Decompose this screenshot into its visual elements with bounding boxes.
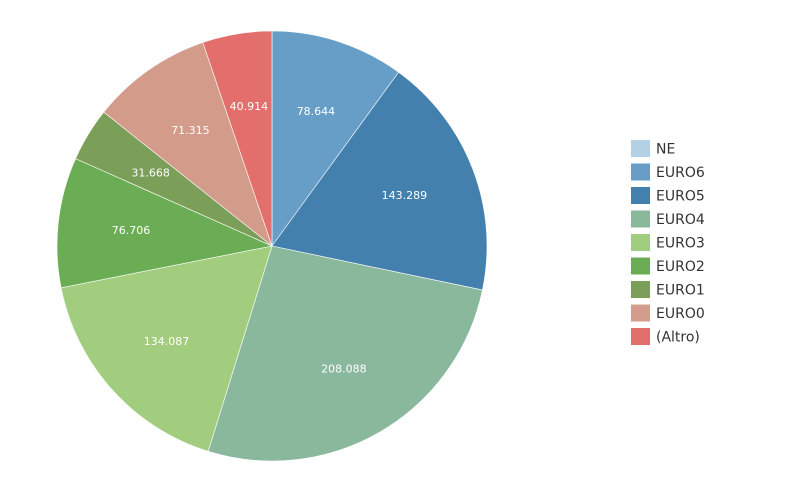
pie-slice-euro5 <box>271 71 488 291</box>
legend-item-euro4[interactable]: EURO4 <box>631 210 705 229</box>
legend-item-euro1[interactable]: EURO1 <box>631 281 705 299</box>
slice-value-label-euro2: 76.706 <box>112 224 151 237</box>
legend-swatch-euro1 <box>631 281 650 298</box>
legend-label-euro3: EURO3 <box>656 236 705 252</box>
slice-value-label-euro3: 134.087 <box>144 335 190 348</box>
pie-slice-altro <box>202 30 273 247</box>
legend-swatch-ne <box>631 140 650 157</box>
legend-swatch-euro2 <box>631 257 650 275</box>
pie-slice-euro3 <box>60 245 273 452</box>
legend-item-ne[interactable]: NE <box>631 140 675 158</box>
legend-swatch-euro5 <box>631 187 650 204</box>
pie-value-labels: 78.644 143.289 208.088 134.087 76.706 31.668 7… <box>112 100 427 375</box>
slice-value-label-euro0: 71.315 <box>171 124 210 137</box>
legend-label-euro0: EURO0 <box>656 306 705 322</box>
legend: NE EURO6 EURO5 EURO4 EURO3 EURO2 EURO1 EURO0 (Al… <box>631 140 705 346</box>
pie-slice-euro4 <box>207 245 483 462</box>
legend-swatch-altro <box>631 328 650 345</box>
legend-item-euro6[interactable]: EURO6 <box>631 163 705 182</box>
pie-slice-euro0 <box>103 42 273 247</box>
legend-item-altro[interactable]: (Altro) <box>631 328 700 346</box>
legend-label-euro2: EURO2 <box>656 259 705 275</box>
slice-value-label-euro6: 78.644 <box>297 105 336 118</box>
legend-label-euro1: EURO1 <box>656 283 705 299</box>
pie-slice-euro6 <box>271 30 400 247</box>
pie-slices <box>56 30 488 462</box>
legend-item-euro2[interactable]: EURO2 <box>631 257 705 276</box>
legend-label-euro5: EURO5 <box>656 189 705 205</box>
legend-swatch-euro0 <box>631 304 650 322</box>
legend-swatch-euro6 <box>631 163 650 181</box>
slice-value-label-euro4: 208.088 <box>321 362 367 375</box>
legend-label-altro: (Altro) <box>656 330 700 346</box>
legend-item-euro0[interactable]: EURO0 <box>631 304 705 323</box>
legend-item-euro3[interactable]: EURO3 <box>631 234 705 252</box>
legend-item-euro5[interactable]: EURO5 <box>631 187 705 205</box>
slice-value-label-altro: 40.914 <box>230 100 269 113</box>
legend-label-ne: NE <box>656 142 675 158</box>
legend-label-euro4: EURO4 <box>656 212 705 228</box>
slice-value-label-euro1: 31.668 <box>131 166 170 179</box>
legend-swatch-euro4 <box>631 210 650 228</box>
legend-swatch-euro3 <box>631 234 650 251</box>
pie-slice-euro2 <box>56 158 273 289</box>
slice-value-label-euro5: 143.289 <box>382 189 428 202</box>
legend-label-euro6: EURO6 <box>656 165 705 181</box>
